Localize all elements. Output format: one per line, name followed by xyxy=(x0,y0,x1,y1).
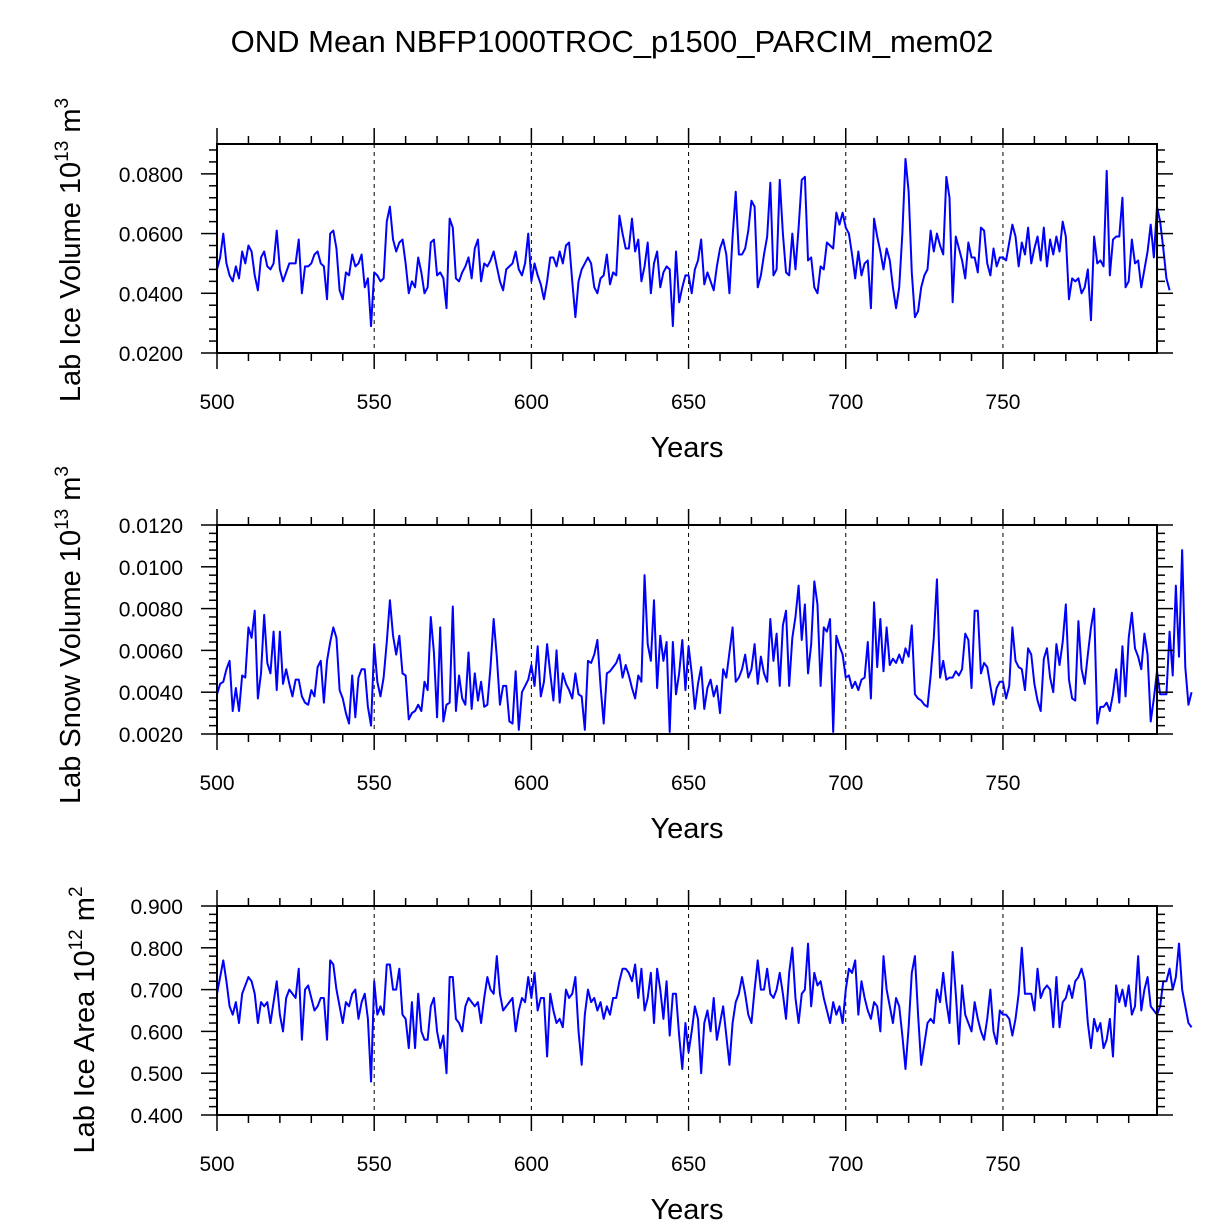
x-tick-label: 750 xyxy=(985,1153,1020,1176)
x-tick-label: 500 xyxy=(199,772,234,795)
plot-frame xyxy=(216,905,1158,1116)
x-tick-label: 650 xyxy=(671,772,706,795)
y-axis-label: Lab Ice Volume 1013 m3 xyxy=(52,98,87,402)
x-tick-label: 600 xyxy=(514,772,549,795)
y-axis-label: Lab Snow Volume 1013 m3 xyxy=(52,466,87,804)
panel-ice-volume: 500 550 600 650 700 750 Years 0.0200 0.0400 0.060… xyxy=(52,98,1173,464)
x-tick-label: 700 xyxy=(828,772,863,795)
series-line-ice-volume xyxy=(216,157,1171,328)
x-tick-label: 750 xyxy=(985,391,1020,414)
y-tick-label: 0.0100 xyxy=(119,557,183,580)
panel-ice-area: 500 550 600 650 700 750 Years 0.400 0.500 0.600 0.… xyxy=(66,886,1193,1225)
series-line-snow-volume xyxy=(216,549,1193,733)
x-axis-label: Years xyxy=(650,813,723,845)
x-axis-label: Years xyxy=(650,1194,723,1225)
y-tick-label: 0.0060 xyxy=(119,640,183,663)
y-tick-label: 0.0200 xyxy=(119,343,183,366)
x-tick-label: 700 xyxy=(828,1153,863,1176)
panel-snow-volume: 500 550 600 650 700 750 Years 0.0020 0.0040 0.006… xyxy=(52,466,1193,845)
plot-frame xyxy=(216,524,1158,735)
y-tick-label: 0.700 xyxy=(130,980,183,1003)
y-tick-label: 0.0600 xyxy=(119,224,183,247)
x-tick-label: 550 xyxy=(357,772,392,795)
y-tick-label: 0.900 xyxy=(130,896,183,919)
y-tick-label: 0.500 xyxy=(130,1063,183,1086)
x-tick-label: 550 xyxy=(357,391,392,414)
y-tick-label: 0.0080 xyxy=(119,599,183,622)
x-tick-label: 600 xyxy=(514,1153,549,1176)
x-tick-label: 500 xyxy=(199,391,234,414)
x-tick-label: 500 xyxy=(199,1153,234,1176)
x-tick-label: 600 xyxy=(514,391,549,414)
x-tick-label: 750 xyxy=(985,772,1020,795)
x-axis-label: Years xyxy=(650,432,723,464)
y-tick-label: 0.0400 xyxy=(119,283,183,306)
panels: 500 550 600 650 700 750 Years 0.0200 0.0400 0.060… xyxy=(52,98,1193,1225)
x-tick-label: 650 xyxy=(671,1153,706,1176)
chart-title: OND Mean NBFP1000TROC_p1500_PARCIM_mem02 xyxy=(231,24,994,59)
y-tick-label: 0.0040 xyxy=(119,682,183,705)
y-tick-label: 0.0800 xyxy=(119,164,183,187)
x-tick-label: 550 xyxy=(357,1153,392,1176)
series-line-ice-area xyxy=(216,942,1193,1083)
x-tick-label: 650 xyxy=(671,391,706,414)
plot-frame xyxy=(216,143,1158,354)
y-axis-label: Lab Ice Area 1012 m2 xyxy=(66,886,101,1153)
y-tick-label: 0.800 xyxy=(130,938,183,961)
y-tick-label: 0.600 xyxy=(130,1021,183,1044)
y-tick-label: 0.0020 xyxy=(119,724,183,747)
x-tick-label: 700 xyxy=(828,391,863,414)
y-tick-label: 0.400 xyxy=(130,1105,183,1128)
y-tick-label: 0.0120 xyxy=(119,515,183,538)
